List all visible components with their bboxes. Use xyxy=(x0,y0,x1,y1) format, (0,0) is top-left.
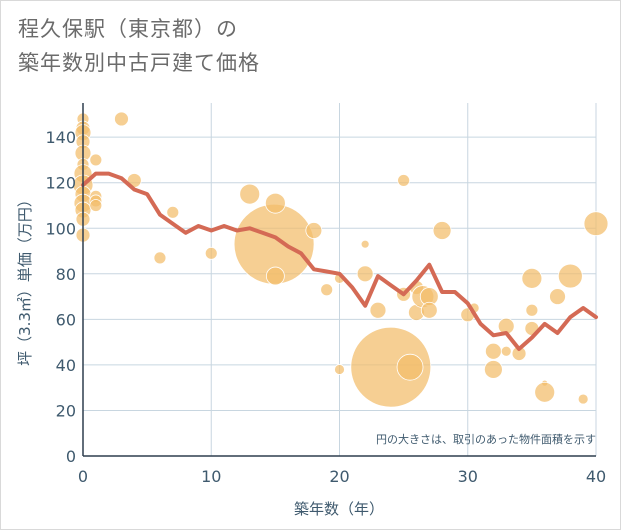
bubble-point xyxy=(114,111,129,127)
bubble-point xyxy=(420,301,438,319)
x-tick-label: 30 xyxy=(458,467,478,486)
y-tick-label: 100 xyxy=(45,219,76,238)
bubble-point xyxy=(500,345,512,357)
y-tick-label: 120 xyxy=(45,174,76,193)
bubble-point xyxy=(356,265,374,283)
x-tick-label: 0 xyxy=(78,467,88,486)
bubble-point xyxy=(432,221,452,240)
y-tick-label: 0 xyxy=(66,447,76,466)
bubble-point xyxy=(204,246,218,260)
x-tick-label: 10 xyxy=(201,467,221,486)
bubble-point xyxy=(521,267,543,289)
bubble-point xyxy=(89,153,103,167)
bubble-point xyxy=(153,251,167,265)
bubble-point xyxy=(396,353,424,381)
annotation: 円の大きさは、取引のあった物件面積を示す xyxy=(376,432,596,446)
x-axis-label: 築年数（年） xyxy=(294,500,384,518)
bubble-point xyxy=(369,301,387,319)
bubble-point xyxy=(583,211,609,237)
y-tick-label: 40 xyxy=(56,356,76,375)
bubble-point xyxy=(525,303,539,317)
bubble-layer xyxy=(72,111,609,408)
bubble-point xyxy=(397,174,411,187)
bubble-point xyxy=(264,192,286,214)
bubble-point xyxy=(334,364,345,375)
bubble-point xyxy=(534,381,556,403)
chart-title-line-1: 程久保駅（東京都）の xyxy=(18,17,238,41)
bubble-point xyxy=(483,360,503,379)
y-tick-label: 80 xyxy=(56,265,76,284)
bubble-point xyxy=(360,239,370,249)
chart-title-line-2: 築年数別中古戸建て価格 xyxy=(18,51,260,75)
y-tick-label: 60 xyxy=(56,310,76,329)
x-tick-label: 20 xyxy=(329,467,349,486)
axes: 0 20 40 60 80 100 120 140 0 10 20 30 40 xyxy=(45,103,606,486)
y-tick-label: 140 xyxy=(45,128,76,147)
y-tick-label: 20 xyxy=(56,401,76,420)
bubble-point xyxy=(89,199,103,212)
bubble-point xyxy=(320,283,334,297)
bubble-point xyxy=(557,263,583,289)
bubble-point xyxy=(305,222,323,239)
bubble-point xyxy=(549,288,566,305)
x-tick-label: 40 xyxy=(586,467,606,486)
bubble-point xyxy=(265,266,285,286)
chart-title: 程久保駅（東京都）の 築年数別中古戸建て価格 xyxy=(18,12,260,80)
bubble-point xyxy=(166,205,180,219)
line-layer xyxy=(81,171,598,351)
bubble-point xyxy=(239,183,261,205)
bubble-point xyxy=(577,393,589,405)
bubble-point xyxy=(484,342,502,360)
y-axis-label: 坪（3.3㎡）単価（万円） xyxy=(16,192,34,366)
bubble-point xyxy=(350,326,432,408)
average-price-line xyxy=(81,171,598,351)
